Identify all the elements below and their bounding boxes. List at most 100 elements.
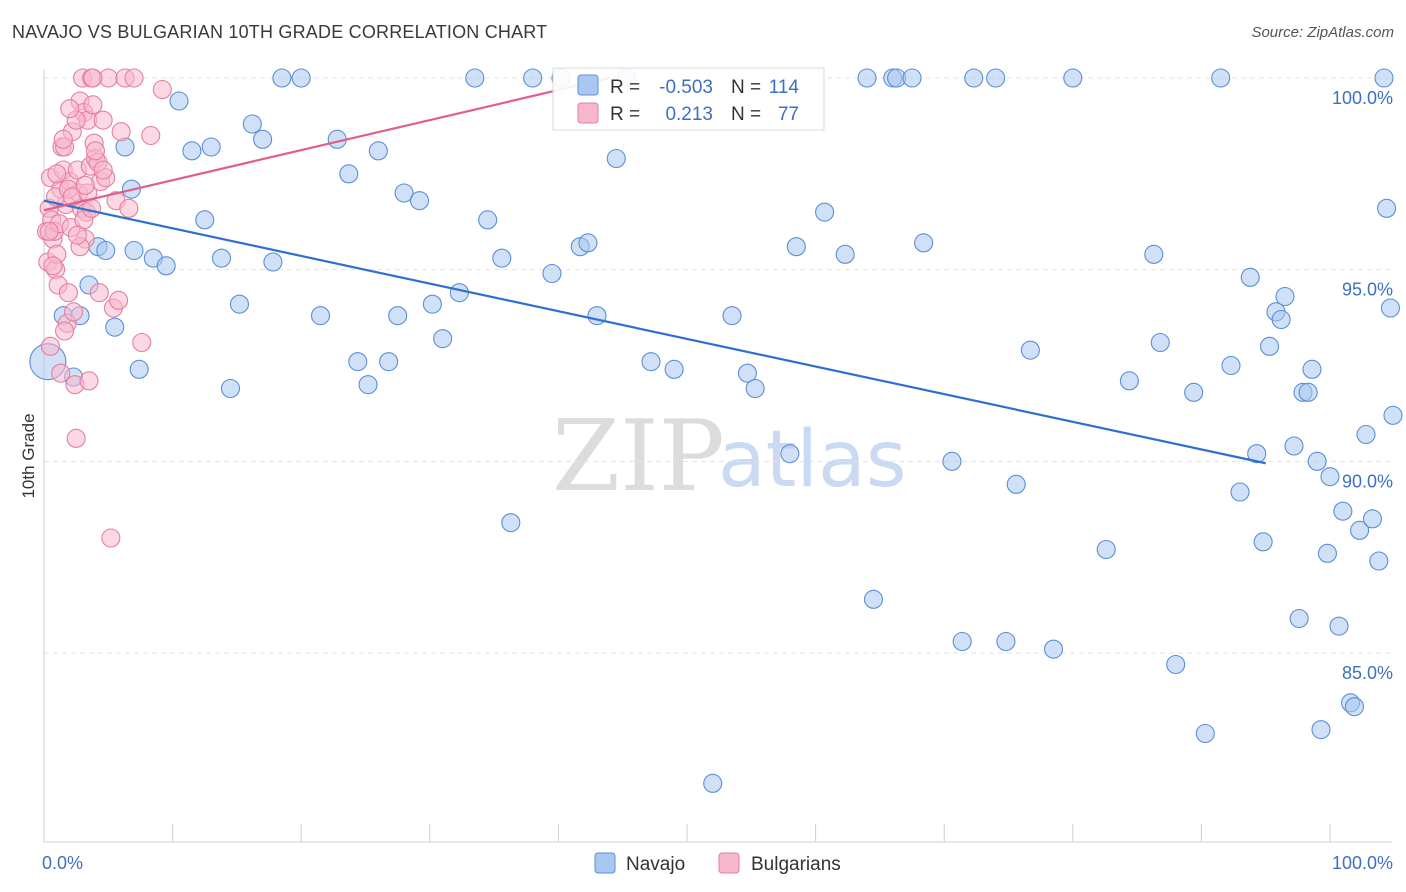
- navajo-point-60: [857, 68, 877, 88]
- navajo-point-32: [388, 306, 408, 326]
- navajo-point-112: [1383, 405, 1403, 425]
- bulgarians-point-48: [109, 290, 129, 310]
- y-tick-label-3: 85.0%: [1342, 663, 1393, 683]
- navajo-point-29: [358, 375, 378, 395]
- navajo-n-label: N =: [731, 77, 761, 98]
- navajo-point-5: [96, 240, 116, 261]
- navajo-point-78: [1150, 332, 1170, 353]
- navajo-point-85: [1240, 267, 1260, 287]
- navajo-point-12: [156, 256, 176, 276]
- navajo-point-102: [1333, 501, 1353, 521]
- bulgarians-point-55: [152, 79, 172, 100]
- bulgarians-r-label: R =: [610, 104, 640, 125]
- bulgarians-points: [37, 68, 172, 548]
- navajo-point-30: [368, 141, 388, 161]
- bulgarians-point-49: [111, 122, 131, 142]
- axes: [43, 70, 1392, 843]
- navajo-point-21: [253, 129, 273, 149]
- navajo-point-39: [478, 210, 498, 230]
- navajo-point-20: [242, 114, 262, 134]
- bulgarians-point-74: [67, 225, 87, 245]
- navajo-point-111: [1380, 298, 1400, 318]
- bulgarians-point-71: [47, 164, 67, 184]
- navajo-point-77: [1144, 244, 1164, 264]
- navajo-r-label: R =: [610, 77, 640, 98]
- navajo-point-34: [409, 191, 430, 211]
- navajo-point-80: [1184, 382, 1204, 402]
- bulgarians-point-70: [43, 256, 63, 276]
- navajo-point-105: [1350, 520, 1370, 540]
- y-tick-label-0: 100.0%: [1332, 88, 1393, 108]
- navajo-point-73: [1043, 639, 1064, 659]
- navajo-point-83: [1221, 355, 1241, 376]
- navajo-point-108: [1369, 551, 1389, 571]
- navajo-point-104: [1344, 697, 1364, 717]
- navajo-point-16: [201, 137, 221, 157]
- bulgarians-trend-line: [43, 76, 611, 212]
- bulgarians-point-73: [60, 99, 80, 119]
- navajo-point-41: [501, 513, 521, 533]
- navajo-n-value: 114: [769, 77, 800, 98]
- bulgarians-point-68: [93, 160, 113, 180]
- navajo-trend-line: [43, 199, 1266, 465]
- legend-bulgarians-icon: [718, 852, 740, 874]
- navajo-point-58: [815, 202, 835, 222]
- navajo-point-56: [780, 444, 800, 464]
- navajo-point-43: [542, 263, 562, 284]
- navajo-point-51: [664, 359, 684, 379]
- legend-navajo-icon: [594, 852, 616, 874]
- watermark-atlas: atlas: [718, 415, 907, 505]
- navajo-point-48: [606, 148, 626, 169]
- bulgarians-point-69: [39, 221, 59, 241]
- navajo-point-50: [641, 352, 661, 372]
- navajo-point-19: [229, 294, 250, 314]
- navajo-point-100: [1320, 467, 1340, 487]
- navajo-point-36: [433, 329, 453, 349]
- legend-bulgarians-label: Bulgarians: [751, 854, 841, 875]
- bulgarians-point-42: [93, 110, 113, 130]
- navajo-point-71: [1006, 474, 1026, 494]
- navajo-point-70: [996, 631, 1016, 652]
- navajo-point-106: [1356, 424, 1376, 445]
- navajo-point-13: [169, 91, 189, 111]
- navajo-point-76: [1119, 371, 1139, 391]
- navajo-point-97: [1307, 451, 1327, 471]
- navajo-swatch-icon: [577, 74, 599, 96]
- bulgarians-point-65: [82, 198, 102, 218]
- x-tick-label-1: 100.0%: [1332, 853, 1393, 873]
- chart-title: NAVAJO VS BULGARIAN 10TH GRADE CORRELATI…: [12, 22, 548, 42]
- navajo-point-17: [211, 248, 232, 268]
- bulgarians-point-76: [83, 68, 103, 88]
- navajo-point-15: [195, 210, 215, 230]
- bulgarians-point-67: [89, 283, 109, 303]
- y-tick-label-1: 95.0%: [1342, 280, 1393, 300]
- bulgarians-point-54: [141, 125, 161, 146]
- bulgarians-swatch-icon: [577, 102, 599, 124]
- navajo-point-22: [263, 252, 283, 272]
- bulgarians-point-34: [79, 371, 99, 391]
- bulgarians-point-52: [124, 68, 144, 88]
- navajo-point-92: [1284, 436, 1304, 456]
- navajo-point-84: [1230, 482, 1250, 502]
- navajo-point-107: [1362, 509, 1382, 529]
- navajo-point-42: [523, 68, 543, 88]
- navajo-point-6: [105, 317, 125, 337]
- navajo-point-37: [449, 283, 469, 303]
- navajo-point-72: [1020, 340, 1040, 360]
- navajo-point-33: [394, 183, 414, 203]
- navajo-point-69: [986, 68, 1006, 88]
- navajo-point-95: [1298, 382, 1318, 402]
- bulgarians-point-22: [64, 302, 84, 322]
- navajo-point-57: [786, 237, 806, 257]
- navajo-point-79: [1166, 654, 1186, 675]
- navajo-r-value: -0.503: [659, 77, 713, 98]
- bulgarians-n-label: N =: [731, 104, 761, 125]
- navajo-point-59: [835, 244, 855, 264]
- legend-navajo-label: Navajo: [626, 854, 685, 875]
- navajo-point-81: [1195, 723, 1215, 744]
- navajo-point-96: [1302, 359, 1322, 379]
- navajo-point-14: [182, 141, 202, 161]
- navajo-point-18: [220, 378, 241, 399]
- y-axis-label: 10th Grade: [19, 413, 38, 498]
